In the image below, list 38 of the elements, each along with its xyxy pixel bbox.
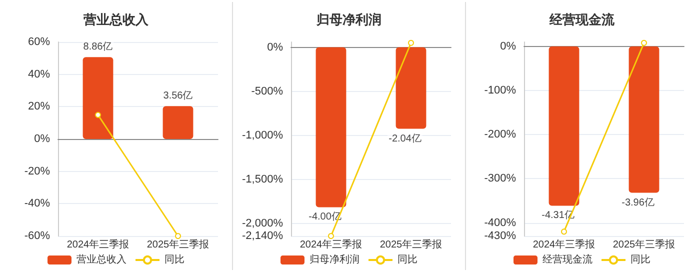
data-label: -2.04亿 (388, 133, 422, 144)
y-tick-label: -40% (24, 198, 50, 210)
y-tick-label: -20% (24, 165, 50, 178)
data-label: 3.56亿 (163, 90, 193, 102)
legend-label: 同比 (630, 254, 650, 266)
y-tick-label: -1,500% (242, 174, 284, 186)
y-tick-label: -2,000% (242, 218, 284, 230)
y-tick-label: -500% (251, 85, 284, 98)
data-label: -3.96亿 (622, 197, 654, 208)
x-tick-label: 2025年三季报 (146, 238, 210, 250)
y-tick-label: 0% (34, 133, 50, 145)
legend-label: 同比 (398, 254, 418, 266)
y-tick-label: -400% (484, 216, 516, 229)
chart-title: 营业总收入 (82, 12, 150, 27)
y-tick-label: 40% (28, 68, 50, 80)
x-tick-label: 2025年三季报 (612, 238, 676, 250)
data-label: 8.86亿 (83, 42, 113, 53)
legend-label: 营业总收入 (76, 254, 126, 266)
y-tick-label: 0% (267, 41, 284, 54)
y-tick-label: -100% (484, 84, 516, 96)
x-tick-label: 2024年三季报 (300, 238, 362, 250)
legend-label: 同比 (164, 254, 184, 266)
y-tick-label: -300% (484, 172, 516, 185)
y-tick-label: -1,000% (242, 129, 284, 142)
x-tick-label: 2024年三季报 (532, 238, 596, 250)
y-tick-label: 60% (28, 36, 50, 48)
chart-title: 归母净利润 (316, 12, 382, 27)
chart-title: 经营现金流 (548, 12, 616, 27)
legend-label: 经营现金流 (542, 254, 592, 266)
y-tick-label: 0% (500, 40, 516, 52)
y-tick-label: 20% (28, 100, 50, 113)
y-tick-label: -430% (484, 230, 516, 242)
legend-label: 归母净利润 (310, 254, 360, 266)
y-tick-label: -60% (24, 230, 50, 242)
x-tick-label: 2024年三季报 (66, 238, 130, 250)
x-tick-label: 2025年三季报 (380, 238, 442, 250)
y-tick-label: -200% (484, 128, 516, 141)
y-tick-label: -2,140% (242, 230, 284, 242)
